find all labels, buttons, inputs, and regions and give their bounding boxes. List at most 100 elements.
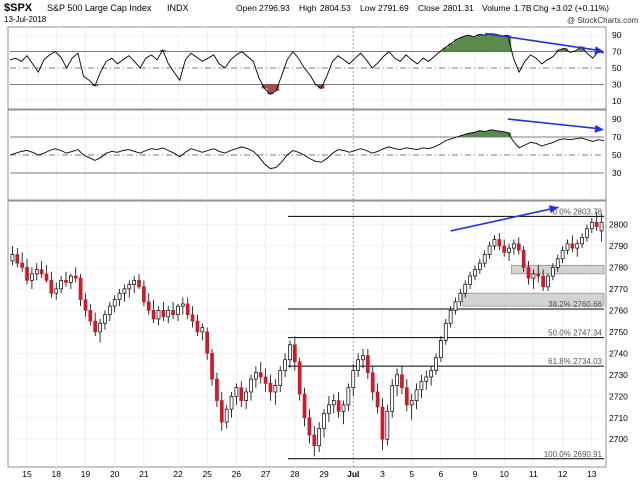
candle-body <box>268 383 273 393</box>
candle-body <box>166 310 171 318</box>
price-panel-frame <box>7 200 607 468</box>
candle-body <box>589 221 594 230</box>
candle-body <box>44 273 49 281</box>
candle-body <box>215 378 219 401</box>
x-tick-label: 11 <box>529 469 538 479</box>
indicator-1-y-tick-label: 30 <box>612 79 622 89</box>
candle-body <box>190 314 195 322</box>
x-tick-label: 3 <box>380 469 385 479</box>
candle-body <box>468 275 472 285</box>
indicator-2-overbought-fill <box>471 132 478 137</box>
candle-body <box>536 273 541 277</box>
x-tick-label: 12 <box>558 469 568 479</box>
candle-body <box>404 387 409 406</box>
candle-body <box>570 243 575 249</box>
indicator-1-overbought-fill <box>499 36 506 52</box>
indicator-2-y-tick-label: 70 <box>612 132 622 142</box>
candle-body <box>487 245 492 255</box>
indicator-1-overbought-fill <box>459 36 466 52</box>
indicator-1-overbought-fill <box>488 33 495 52</box>
candle-body <box>302 393 307 419</box>
indicator-2-overbought-fill <box>505 132 512 137</box>
x-tick-label: 5 <box>409 469 414 479</box>
x-tick-label: 20 <box>110 469 120 479</box>
candle-body <box>93 320 98 333</box>
price-zone <box>462 292 605 307</box>
price-layer: 0.0% 2803.78 38.2% 2760.66 50.0% 2747.34 61… <box>10 205 605 460</box>
candle-body <box>317 428 322 447</box>
quote-high-value: 2804.53 <box>320 3 351 13</box>
indicator-1-overbought-fill <box>442 47 449 52</box>
quote-close-label: Close <box>418 3 440 13</box>
candle-body <box>351 370 356 389</box>
quote-volume-label: Volume <box>482 3 511 13</box>
retracement-label: 100.0% 2690.91 <box>544 450 603 459</box>
price-y-tick-label: 2710 <box>609 413 628 423</box>
indicator-2-overbought-fill <box>459 135 466 137</box>
x-tick-label: 9 <box>473 469 478 479</box>
candle-body <box>512 243 516 249</box>
candle-body <box>34 269 39 275</box>
candle-body <box>64 279 68 283</box>
candle-body <box>117 292 122 300</box>
price-y-tick-label: 2760 <box>609 305 628 315</box>
indicator-2-y-tick-label: 50 <box>612 150 622 160</box>
candle-body <box>307 417 312 436</box>
indicator-1-layer <box>8 32 605 102</box>
candle-body <box>273 385 278 393</box>
candle-body <box>210 352 214 380</box>
indicator-1-oversold-fill <box>261 84 268 89</box>
quote-chg-value: +3.02 (+0.11%) <box>551 3 609 13</box>
candle-body <box>127 284 132 290</box>
candle-body <box>409 400 414 406</box>
indicator-1-overbought-fill <box>578 46 585 52</box>
candle-body <box>112 299 117 307</box>
candle-body <box>448 310 453 324</box>
quote-volume-value: 1.7B <box>514 3 532 13</box>
candle-body <box>492 239 497 247</box>
price-y-tick-label: 2700 <box>609 434 628 444</box>
price-trend-arrow-line <box>450 206 559 232</box>
candle-body <box>327 404 331 414</box>
x-tick-label: Jul <box>347 469 359 479</box>
candle-body <box>161 310 166 318</box>
x-tick-label: 18 <box>52 469 62 479</box>
indicator-2-layer <box>8 118 605 174</box>
candle-body <box>146 301 151 311</box>
candle-body <box>560 249 565 260</box>
candle-body <box>482 254 487 264</box>
candle-body <box>443 322 448 341</box>
candle-body <box>25 267 29 281</box>
candle-body <box>322 413 326 429</box>
watermark-text: @ StockCharts.com <box>567 16 639 25</box>
candle-body <box>292 344 297 363</box>
candle-body <box>346 387 351 406</box>
candle-body <box>521 249 526 268</box>
candle-body <box>288 344 292 361</box>
candle-body <box>516 243 521 251</box>
candle-body <box>122 288 127 294</box>
candle-body <box>336 400 341 412</box>
candle-body <box>234 387 239 397</box>
candle-body <box>361 355 365 361</box>
price-y-tick-label: 2770 <box>609 284 628 294</box>
candle-body <box>375 391 380 408</box>
retracement-label: 50.0% 2747.34 <box>548 329 602 338</box>
indicator-1-overbought-fill <box>454 39 461 52</box>
price-y-tick-label: 2720 <box>609 391 628 401</box>
price-y-tick-label: 2800 <box>609 219 628 229</box>
quote-low-label: Low <box>360 3 376 13</box>
indicator-1-oversold-fill <box>267 84 274 95</box>
candle-body <box>283 359 287 371</box>
x-tick-label: 26 <box>232 469 242 479</box>
indicator-2-overbought-fill <box>465 133 472 137</box>
candle-body <box>424 376 429 382</box>
candle-body <box>142 286 146 303</box>
candle-body <box>555 258 560 268</box>
candle-body <box>69 275 73 283</box>
candle-body <box>132 279 137 285</box>
indicator-1-line <box>9 33 605 95</box>
candle-body <box>88 310 93 322</box>
indicator-2-overbought-fill <box>493 130 500 137</box>
